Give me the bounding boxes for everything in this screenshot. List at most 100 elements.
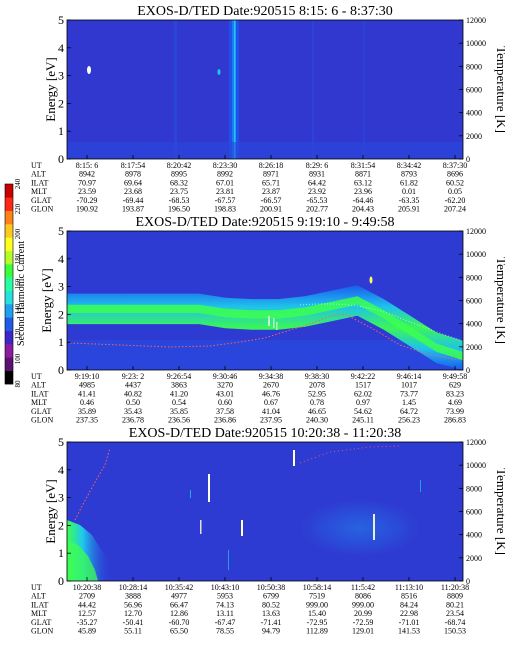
table-cell: 236.86: [214, 416, 236, 425]
row-label: GLAT: [31, 618, 52, 627]
y-tick-label: 4: [58, 463, 64, 477]
table-cell: 1017: [401, 381, 417, 390]
table-cell: 236.56: [168, 416, 190, 425]
table-cell: 8992: [217, 170, 233, 179]
table-cell: 44.42: [78, 600, 96, 609]
table-cell: 64.72: [400, 407, 418, 416]
panel-2-y2ticks: 0 2000 4000 6000 8000 10000 12000: [459, 227, 486, 375]
table-cell: 8086: [355, 592, 371, 601]
colorbar-cell: [5, 304, 13, 318]
colorbar-tick-label: 180: [14, 253, 22, 264]
y-tick-label: 0: [58, 152, 64, 166]
table-cell: 9:42:22: [351, 372, 375, 381]
table-cell: 64.42: [308, 178, 326, 187]
y2-tick-label: 12000: [466, 227, 486, 236]
table-cell: 12.86: [170, 609, 188, 618]
table-cell: 237.35: [76, 416, 98, 425]
table-cell: 9:30:46: [213, 372, 237, 381]
table-cell: 0.78: [310, 398, 324, 407]
y2-tick-label: 12000: [466, 438, 486, 447]
row-label: MLT: [31, 609, 47, 618]
y-tick-label: 2: [58, 96, 64, 110]
table-cell: 41.20: [170, 389, 188, 398]
table-cell: 10:28:14: [119, 583, 147, 592]
colorbar-tick-label: 80: [14, 380, 22, 388]
y2-tick-label: 8000: [466, 273, 482, 282]
table-cell: 1.45: [402, 398, 416, 407]
table-cell: 9:46:14: [397, 372, 421, 381]
panel-3-y2ticks: 0 2000 4000 6000 8000 10000 12000: [459, 438, 486, 586]
table-cell: 0.46: [80, 398, 94, 407]
y-tick-label: 3: [58, 69, 64, 83]
table-cell: 5953: [217, 592, 233, 601]
panel-3-yticks: 0 1 2 3 4 5: [58, 435, 71, 588]
colorbar-cell: [5, 330, 13, 345]
table-cell: 11:13:10: [395, 583, 423, 592]
table-cell: 8:34:42: [397, 161, 421, 170]
table-cell: -62.20: [445, 196, 466, 205]
table-cell: 204.43: [352, 205, 374, 214]
table-cell: 8931: [309, 170, 325, 179]
y-tick-label: 5: [58, 435, 64, 449]
y2-tick-label: 2000: [466, 343, 482, 352]
table-cell: -66.57: [261, 196, 282, 205]
table-cell: 11:5:42: [351, 583, 375, 592]
table-cell: 8:20:42: [167, 161, 191, 170]
table-cell: 4437: [125, 381, 141, 390]
table-cell: 62.02: [354, 389, 372, 398]
table-cell: 3270: [217, 381, 233, 390]
table-cell: -68.74: [445, 618, 466, 627]
panel-2-ylabel: Energy [eV]: [39, 268, 54, 332]
y2-tick-label: 10000: [466, 39, 486, 48]
table-cell: 84.24: [400, 600, 418, 609]
table-cell: 37.58: [216, 407, 234, 416]
table-cell: 0.67: [264, 398, 278, 407]
table-cell: 20.99: [354, 609, 372, 618]
table-cell: 150.53: [444, 627, 466, 636]
table-cell: -65.53: [307, 196, 328, 205]
row-label: GLAT: [31, 407, 52, 416]
table-cell: 3863: [171, 381, 187, 390]
table-cell: 2078: [309, 381, 325, 390]
y-tick-label: 4: [58, 252, 64, 266]
table-cell: 80.21: [446, 600, 464, 609]
table-cell: -63.35: [399, 196, 420, 205]
table-cell: 0.54: [172, 398, 186, 407]
y-tick-label: 1: [58, 546, 64, 560]
table-cell: 73.99: [446, 407, 464, 416]
table-cell: 23.59: [78, 187, 96, 196]
row-label: GLON: [31, 205, 53, 214]
table-cell: -67.47: [215, 618, 236, 627]
table-cell: 0.50: [126, 398, 140, 407]
panel-1-plot-area: [67, 20, 463, 159]
table-cell: -64.46: [353, 196, 374, 205]
table-cell: 23.81: [216, 187, 234, 196]
table-cell: 0.97: [356, 398, 370, 407]
table-cell: 65.71: [262, 178, 280, 187]
table-cell: 2670: [263, 381, 279, 390]
table-cell: 40.82: [124, 389, 142, 398]
panel-1-y2label: Temperature [K]: [494, 46, 505, 133]
table-cell: 46.76: [262, 389, 280, 398]
table-cell: 2709: [79, 592, 95, 601]
colorbar-tick-label: 100: [14, 353, 22, 364]
table-cell: 35.89: [78, 407, 96, 416]
colorbar: 80 100 120 140 160 180 200 220 240 Second Harmon…: [4, 178, 27, 388]
table-cell: 198.83: [214, 205, 236, 214]
table-cell: 245.11: [352, 416, 374, 425]
table-cell: 63.12: [354, 178, 372, 187]
panel-1: EXOS-D/TED Date:920515 8:15: 6 - 8:37:30…: [31, 4, 505, 214]
colorbar-ticks: 80 100 120 140 160 180 200 220 240: [14, 178, 22, 387]
table-cell: 9:19:10: [75, 372, 99, 381]
table-cell: 10:58:14: [303, 583, 331, 592]
table-cell: 8971: [263, 170, 279, 179]
table-cell: 6799: [263, 592, 279, 601]
table-cell: -72.59: [353, 618, 374, 627]
table-cell: 999.00: [352, 600, 374, 609]
panel-1-blob: [87, 66, 91, 74]
colorbar-cell: [5, 250, 13, 265]
table-cell: 68.32: [170, 178, 188, 187]
row-label: ALT: [31, 170, 46, 179]
row-label: ALT: [31, 592, 46, 601]
